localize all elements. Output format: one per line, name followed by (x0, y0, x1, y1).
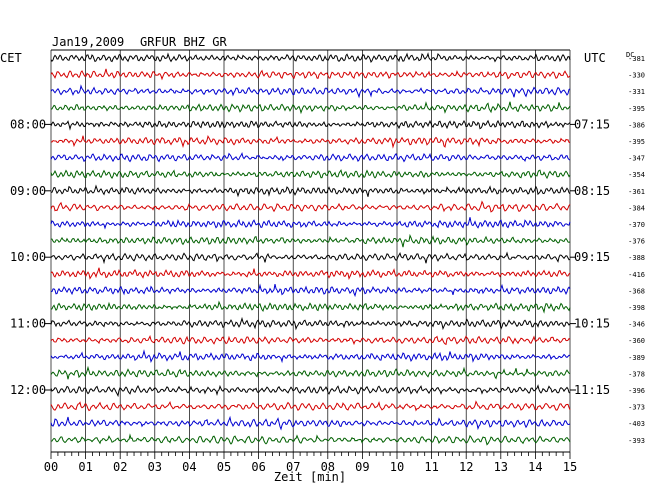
dc-offset-value: -386 (628, 121, 645, 129)
trace-line (50, 283, 571, 298)
right-time-label: 08:15 (574, 184, 610, 198)
x-axis: 00 01 02 03 04 05 06 07 08 09 10 11 12 13 14 15 (44, 452, 577, 474)
right-time-label: 10:15 (574, 317, 610, 331)
x-tick-label: 05 (217, 460, 231, 474)
header-station: GRFUR BHZ GR (140, 35, 227, 49)
trace-line (50, 217, 571, 230)
right-time-labels: 07:15 08:15 09:15 10:15 11:15 (570, 117, 610, 397)
left-time-label: 09:00 (10, 184, 46, 198)
dc-offset-value: -396 (628, 387, 645, 395)
x-tick-label: 12 (459, 460, 473, 474)
dc-offset-value: -381 (628, 55, 645, 63)
minute-grid (50, 49, 571, 453)
dc-offset-value: -354 (628, 171, 645, 179)
trace-line (50, 251, 571, 265)
trace-line (50, 415, 571, 431)
x-tick-label: 04 (182, 460, 196, 474)
trace-line (50, 84, 571, 99)
trace-line (50, 400, 571, 412)
dc-offset-value: -398 (628, 304, 645, 312)
left-time-label: 10:00 (10, 250, 46, 264)
trace-line (50, 300, 571, 314)
trace-line (50, 433, 571, 446)
x-tick-label: 00 (44, 460, 58, 474)
trace-line (50, 365, 571, 380)
trace-line (50, 119, 571, 131)
x-tick-label: 07 (286, 460, 300, 474)
trace-line (50, 267, 571, 281)
trace-line (50, 384, 571, 398)
trace-line (50, 52, 571, 63)
x-tick-label: 02 (113, 460, 127, 474)
trace-line (50, 316, 571, 331)
dc-offset-value: -360 (628, 337, 645, 345)
dc-offset-value: -376 (628, 238, 645, 246)
x-tick-label: 13 (494, 460, 508, 474)
x-tick-label: 15 (563, 460, 577, 474)
trace-line (50, 184, 571, 198)
x-tick-label: 03 (148, 460, 162, 474)
x-tick-label: 10 (390, 460, 404, 474)
header-date: Jan19,2009 (52, 35, 124, 49)
x-tick-label: 08 (321, 460, 335, 474)
dc-offset-value: -361 (628, 188, 645, 196)
trace-line (50, 134, 571, 149)
dc-offset-value: -395 (628, 105, 645, 113)
dc-offset-value: -416 (628, 271, 645, 279)
left-time-label: 11:00 (10, 317, 46, 331)
x-axis-title: Zeit [min] (274, 470, 346, 484)
dc-offset-value: -388 (628, 254, 645, 262)
dc-offset-value: -373 (628, 404, 645, 412)
trace-line (50, 101, 571, 115)
x-tick-label: 09 (355, 460, 369, 474)
trace-line (50, 68, 571, 81)
dc-offset-value: -378 (628, 370, 645, 378)
right-time-label: 07:15 (574, 117, 610, 131)
trace-line (50, 200, 571, 213)
dc-offset-labels: -381 -330 -331 -395 -386 -395 -347 -354 -361 -384… (628, 55, 645, 445)
dc-header-label: DC (626, 51, 634, 59)
dc-offset-value: -347 (628, 155, 645, 163)
trace-line (50, 233, 571, 248)
dc-offset-value: -346 (628, 321, 645, 329)
left-time-label: 12:00 (10, 383, 46, 397)
dc-offset-value: -370 (628, 221, 645, 229)
dc-offset-value: -330 (628, 72, 645, 80)
x-tick-label: 01 (78, 460, 92, 474)
x-tick-label: 11 (424, 460, 438, 474)
right-time-label: 11:15 (574, 383, 610, 397)
dc-offset-value: -368 (628, 287, 645, 295)
left-time-label: 08:00 (10, 117, 46, 131)
dc-offset-value: -331 (628, 88, 645, 96)
seismic-traces (50, 52, 571, 446)
dc-offset-value: -384 (628, 204, 645, 212)
x-tick-label: 06 (251, 460, 265, 474)
right-timezone-label: UTC (584, 51, 606, 65)
trace-line (50, 334, 571, 346)
dc-offset-value: -393 (628, 437, 645, 445)
left-time-labels: 08:00 09:00 10:00 11:00 12:00 (10, 117, 51, 397)
right-time-label: 09:15 (574, 250, 610, 264)
trace-line (50, 169, 571, 180)
trace-line (50, 151, 571, 163)
dc-offset-value: -403 (628, 420, 645, 428)
left-timezone-label: CET (0, 51, 22, 65)
x-tick-label: 14 (528, 460, 542, 474)
dc-offset-value: -389 (628, 354, 645, 362)
dc-offset-value: -395 (628, 138, 645, 146)
trace-line (50, 349, 571, 364)
